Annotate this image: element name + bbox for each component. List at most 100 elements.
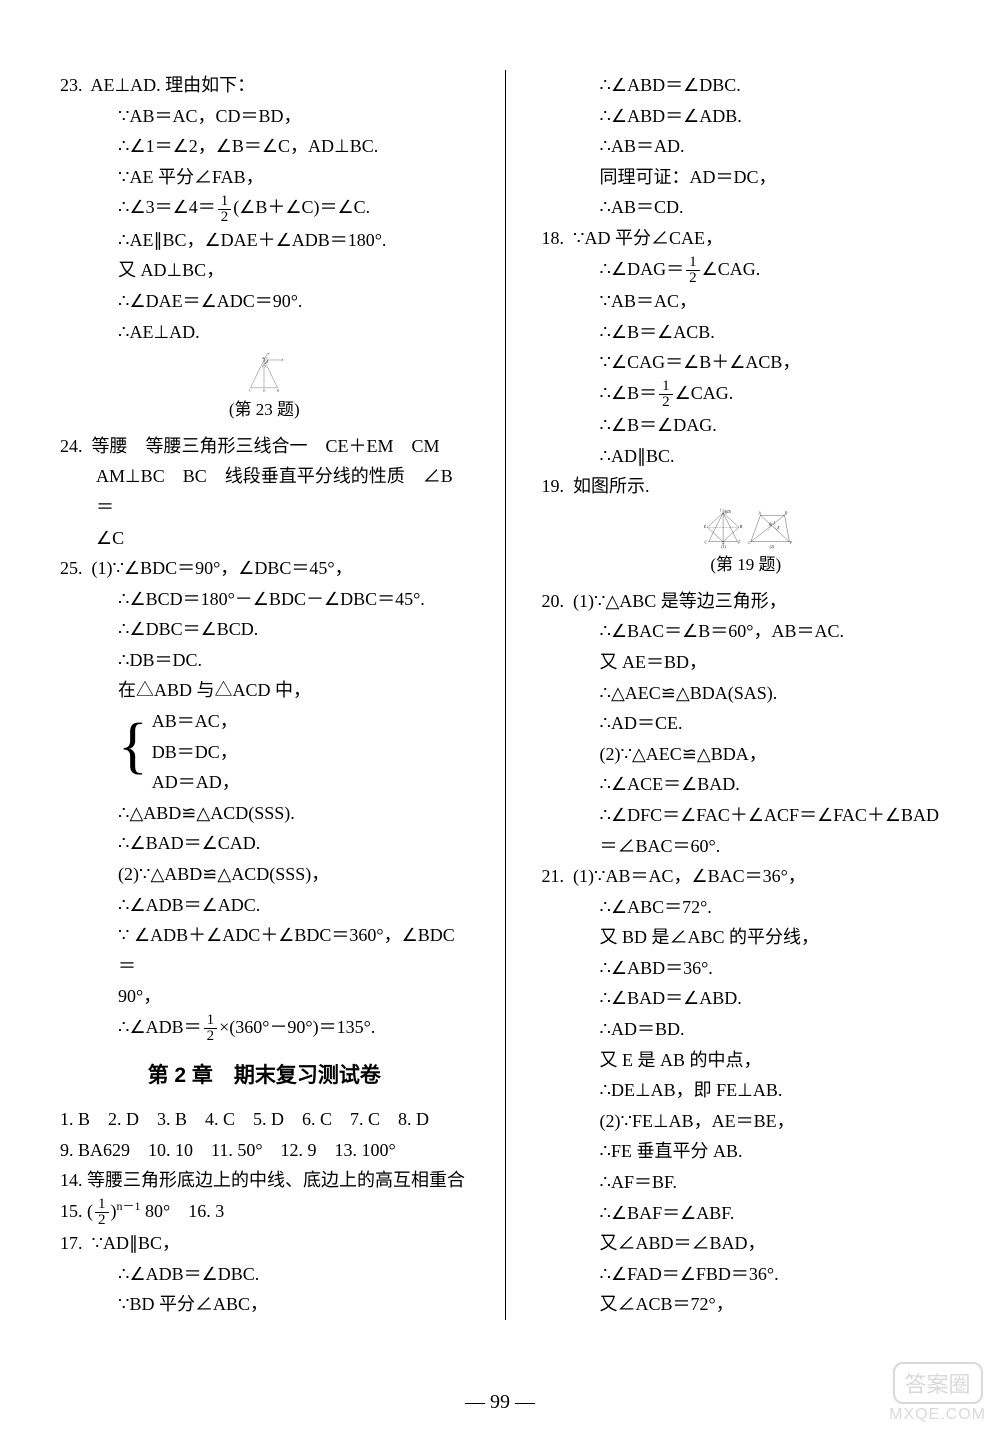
svg-text:1: 1: [262, 366, 264, 369]
q25-line: ∴∠ADB＝∠ADC.: [60, 890, 469, 921]
watermark-url: MXQE.COM: [889, 1406, 986, 1424]
svg-text:C: C: [249, 389, 252, 393]
q23-line: 又 AD⊥BC，: [60, 255, 469, 286]
chapter-title: 第 2 章 期末复习测试卷: [60, 1058, 469, 1094]
q21-line: ∴AD＝BD.: [542, 1014, 951, 1045]
q19-line: 19. 如图所示.: [542, 471, 951, 502]
q21-line: ∴AF＝BF.: [542, 1167, 951, 1198]
q25-brace: { AB＝AC， DB＝DC， AD＝AD，: [118, 706, 469, 798]
q25-line: 在△ABD 与△ACD 中，: [60, 675, 469, 706]
figure-23-caption: (第 23 题): [60, 396, 469, 425]
q20-line: ∴AD＝CE.: [542, 708, 951, 739]
q20-line: 20. (1)∵△ABC 是等边三角形，: [542, 586, 951, 617]
q24-line: 24. 等腰 等腰三角形三线合一 CE＋EM CM: [60, 431, 469, 462]
svg-text:A: A: [757, 511, 761, 515]
q21-line: ∴∠FAD＝∠FBD＝36°.: [542, 1259, 951, 1290]
q17-line: ∴∠ABD＝∠ADB.: [542, 101, 951, 132]
brace-row: AD＝AD，: [152, 767, 240, 798]
svg-text:l: l: [774, 521, 775, 525]
q23-line: ∵AE 平分∠FAB，: [60, 162, 469, 193]
q21-line: 又∠ACB＝72°，: [542, 1289, 951, 1320]
q17-line: ∴∠ABD＝∠DBC.: [542, 70, 951, 101]
figure-23: A B C D E F 1 2 3 4: [154, 353, 374, 394]
q18-line: ∴∠B＝∠DAG.: [542, 410, 951, 441]
q25-line: 90°，: [60, 981, 469, 1012]
svg-text:C: C: [704, 541, 707, 545]
mc-answers: 1. B 2. D 3. B 4. C 5. D 6. C 7. C 8. D: [60, 1104, 469, 1135]
brace-row: AB＝AC，: [152, 706, 240, 737]
q17-line: ∴AB＝CD.: [542, 192, 951, 223]
watermark-badge: 答案圈: [893, 1362, 983, 1404]
q24-line: AM⊥BC BC 线段垂直平分线的性质 ∠B＝: [60, 461, 469, 522]
q20-line: ＝∠BAC＝60°.: [542, 831, 951, 862]
svg-text:E: E: [281, 358, 284, 362]
q24-line: ∠C: [60, 523, 469, 554]
q18-line: ∴∠B＝∠ACB.: [542, 317, 951, 348]
fill-answers: 9. BA629 10. 10 11. 50° 12. 9 13. 100°: [60, 1135, 469, 1166]
page-number: — 99 —: [0, 1391, 1000, 1414]
svg-text:3: 3: [266, 357, 268, 360]
q23-line: ∴AE⊥AD.: [60, 317, 469, 348]
q21-line: (2)∵FE⊥AB，AE＝BE，: [542, 1106, 951, 1137]
q23-line: ∴AE∥BC，∠DAE＋∠ADB＝180°.: [60, 225, 469, 256]
right-column: ∴∠ABD＝∠DBC. ∴∠ABD＝∠ADB. ∴AB＝AD. 同理可证：AD＝…: [542, 70, 951, 1320]
q25-line: ∴∠BAD＝∠CAD.: [60, 828, 469, 859]
q18-line: ∴AD∥BC.: [542, 441, 951, 472]
column-divider: [505, 70, 506, 1320]
q17-line: ∴AB＝AD.: [542, 131, 951, 162]
q21-line: 又 BD 是∠ABC 的平分线，: [542, 922, 951, 953]
q23-line: ∴∠3＝∠4＝12(∠B＋∠C)＝∠C.: [60, 192, 469, 224]
q21-line: 21. (1)∵AB＝AC，∠BAC＝36°，: [542, 861, 951, 892]
svg-text:E: E: [703, 525, 707, 529]
q21-line: ∴FE 垂直平分 AB.: [542, 1136, 951, 1167]
svg-text:(2): (2): [769, 545, 774, 549]
q21-line: ∴∠BAF＝∠ABF.: [542, 1198, 951, 1229]
svg-text:l: l: [720, 508, 721, 512]
svg-text:A(D): A(D): [723, 510, 732, 514]
q18-line: ∵∠CAG＝∠B＋∠ACB，: [542, 347, 951, 378]
svg-text:E: E: [776, 526, 780, 530]
left-column: 23. AE⊥AD. 理由如下： ∵AB＝AC，CD＝BD， ∴∠1＝∠2，∠B…: [60, 70, 469, 1320]
q17-line: 17. ∵AD∥BC，: [60, 1228, 469, 1259]
fill-answers: 15. (12)n－1 80° 16. 3: [60, 1196, 469, 1228]
q25-line: 25. (1)∵∠BDC＝90°，∠DBC＝45°，: [60, 553, 469, 584]
q21-line: 又 E 是 AB 的中点，: [542, 1045, 951, 1076]
figure-19-caption: (第 19 题): [542, 551, 951, 580]
q20-line: (2)∵△AEC≌△BDA，: [542, 739, 951, 770]
svg-text:D: D: [783, 511, 787, 515]
q20-line: 又 AE＝BD，: [542, 647, 951, 678]
svg-text:F: F: [737, 541, 741, 545]
q21-line: ∴∠ABD＝36°.: [542, 953, 951, 984]
svg-text:2: 2: [265, 366, 267, 369]
q25-line: ∴∠BCD＝180°－∠BDC－∠DBC＝45°.: [60, 584, 469, 615]
q18-line: ∴∠B＝12∠CAG.: [542, 378, 951, 410]
q20-line: ∴△AEC≌△BDA(SAS).: [542, 678, 951, 709]
q18-line: ∵AB＝AC，: [542, 286, 951, 317]
q17-line: ∴∠ADB＝∠DBC.: [60, 1259, 469, 1290]
q21-line: 又∠ABD＝∠BAD，: [542, 1228, 951, 1259]
svg-text:D: D: [262, 389, 266, 393]
figure-19: l A(D) B C E F (1) A D C F: [556, 508, 936, 549]
q17-line: 同理可证：AD＝DC，: [542, 162, 951, 193]
fill-answers: 14. 等腰三角形底边上的中线、底边上的高互相重合: [60, 1165, 469, 1196]
svg-text:(1): (1): [721, 545, 726, 549]
q25-line: (2)∵△ABD≌△ACD(SSS)，: [60, 859, 469, 890]
q23-line: ∵AB＝AC，CD＝BD，: [60, 101, 469, 132]
q20-line: ∴∠DFC＝∠FAC＋∠ACF＝∠FAC＋∠BAD: [542, 800, 951, 831]
q21-line: ∴∠BAD＝∠ABD.: [542, 983, 951, 1014]
watermark: 答案圈 MXQE.COM: [889, 1362, 986, 1424]
q18-line: ∴∠DAG＝12∠CAG.: [542, 254, 951, 286]
q23-line: 23. AE⊥AD. 理由如下：: [60, 70, 469, 101]
q25-line: ∴∠ADB＝12×(360°－90°)＝135°.: [60, 1012, 469, 1044]
q25-line: ∴DB＝DC.: [60, 645, 469, 676]
q21-line: ∴∠ABC＝72°.: [542, 892, 951, 923]
q18-line: 18. ∵AD 平分∠CAE，: [542, 223, 951, 254]
q20-line: ∴∠ACE＝∠BAD.: [542, 769, 951, 800]
q25-line: ∴△ABD≌△ACD(SSS).: [60, 798, 469, 829]
q20-line: ∴∠BAC＝∠B＝60°，AB＝AC.: [542, 616, 951, 647]
svg-text:B: B: [277, 389, 279, 393]
q23-line: ∴∠DAE＝∠ADC＝90°.: [60, 286, 469, 317]
q23-line: ∴∠1＝∠2，∠B＝∠C，AD⊥BC.: [60, 131, 469, 162]
svg-text:B: B: [739, 525, 742, 529]
q25-line: ∴∠DBC＝∠BCD.: [60, 614, 469, 645]
